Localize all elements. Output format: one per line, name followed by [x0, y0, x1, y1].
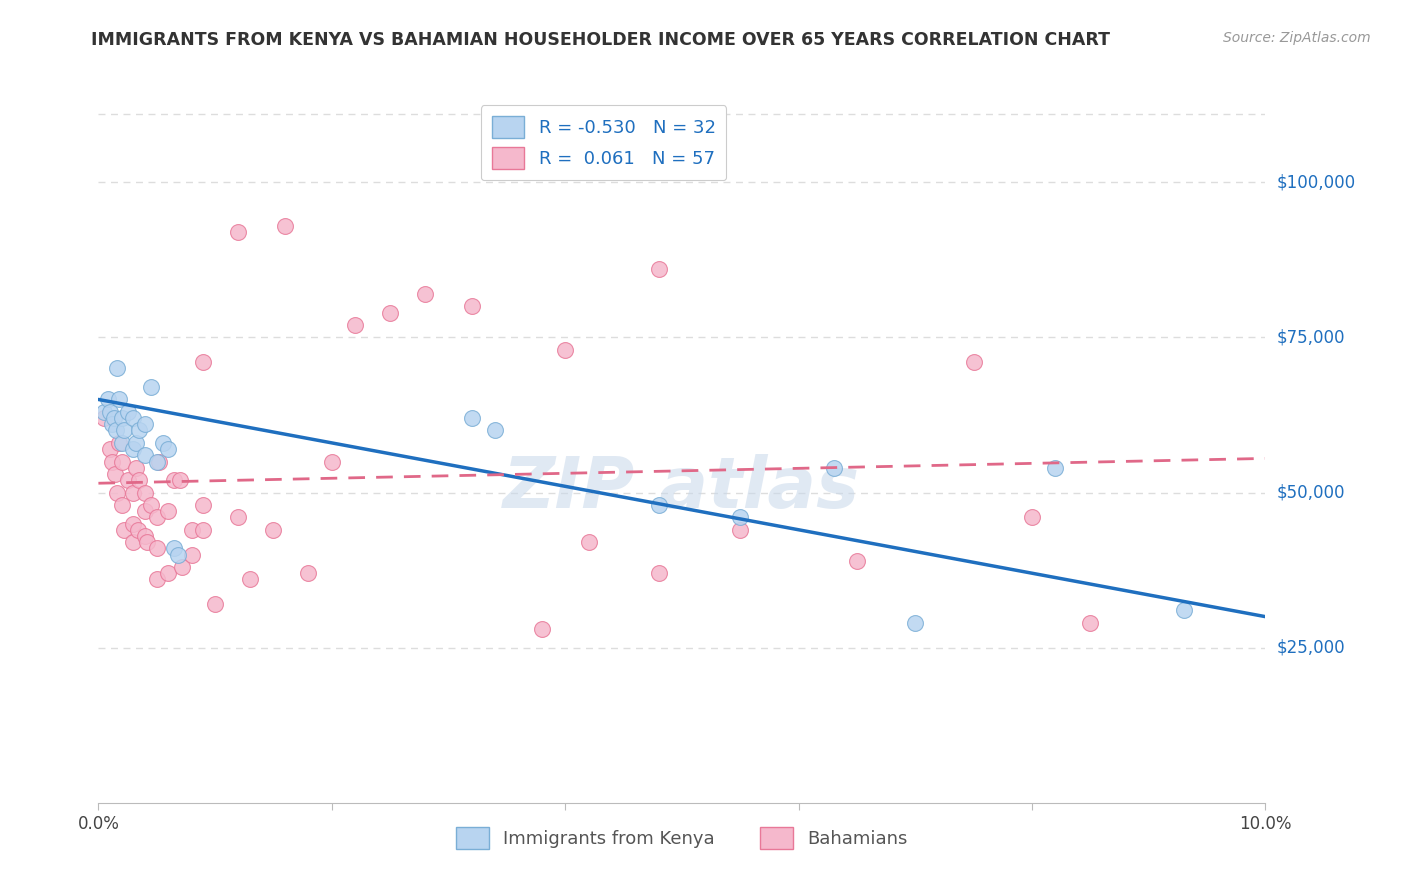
Point: [139, 498, 162, 512]
Point: [128, 473, 150, 487]
Point: [274, 219, 297, 233]
Point: [148, 454, 170, 468]
Point: [134, 485, 156, 500]
Point: [127, 523, 149, 537]
Point: [461, 411, 484, 425]
Point: [157, 566, 180, 581]
Point: [413, 287, 436, 301]
Point: [380, 305, 402, 319]
Point: [193, 523, 215, 537]
Point: [134, 448, 156, 462]
Point: [730, 510, 752, 524]
Point: [104, 467, 127, 481]
Point: [136, 535, 159, 549]
Point: [846, 554, 869, 568]
Point: [93, 411, 115, 425]
Text: Source: ZipAtlas.com: Source: ZipAtlas.com: [1223, 31, 1371, 45]
Point: [647, 262, 669, 277]
Point: [823, 460, 845, 475]
Point: [193, 498, 215, 512]
Text: $75,000: $75,000: [1277, 328, 1346, 346]
Point: [111, 498, 134, 512]
Point: [125, 460, 148, 475]
Point: [111, 436, 134, 450]
Point: [1173, 603, 1195, 617]
Point: [128, 424, 150, 438]
Point: [122, 535, 145, 549]
Point: [172, 560, 194, 574]
Point: [461, 299, 484, 313]
Point: [108, 392, 131, 407]
Point: [98, 442, 121, 456]
Point: [122, 411, 145, 425]
Point: [578, 535, 600, 549]
Point: [157, 504, 180, 518]
Point: [730, 523, 752, 537]
Point: [93, 405, 115, 419]
Point: [117, 473, 139, 487]
Text: ZIP atlas: ZIP atlas: [503, 454, 860, 524]
Point: [166, 548, 188, 562]
Point: [101, 417, 124, 432]
Point: [105, 485, 128, 500]
Point: [1021, 510, 1043, 524]
Point: [146, 454, 169, 468]
Point: [108, 436, 131, 450]
Point: [122, 485, 145, 500]
Point: [111, 411, 134, 425]
Point: [193, 355, 215, 369]
Point: [1080, 615, 1102, 630]
Point: [103, 411, 125, 425]
Point: [1045, 460, 1067, 475]
Point: [134, 417, 156, 432]
Text: $25,000: $25,000: [1277, 639, 1346, 657]
Point: [122, 442, 145, 456]
Point: [157, 442, 180, 456]
Legend: Immigrants from Kenya, Bahamians: Immigrants from Kenya, Bahamians: [447, 818, 917, 858]
Point: [112, 523, 135, 537]
Point: [152, 436, 174, 450]
Point: [146, 541, 169, 556]
Point: [647, 498, 669, 512]
Point: [344, 318, 367, 332]
Point: [117, 405, 139, 419]
Point: [647, 566, 669, 581]
Point: [122, 516, 145, 531]
Point: [97, 392, 120, 407]
Point: [484, 424, 506, 438]
Point: [104, 424, 127, 438]
Point: [146, 573, 169, 587]
Point: [169, 473, 191, 487]
Point: [228, 510, 250, 524]
Point: [321, 454, 343, 468]
Point: [98, 405, 121, 419]
Point: [101, 454, 124, 468]
Point: [530, 622, 553, 636]
Point: [180, 548, 202, 562]
Text: $100,000: $100,000: [1277, 173, 1355, 191]
Point: [262, 523, 284, 537]
Point: [180, 523, 202, 537]
Text: $50,000: $50,000: [1277, 483, 1346, 501]
Point: [163, 473, 186, 487]
Point: [239, 573, 262, 587]
Point: [139, 380, 162, 394]
Point: [125, 436, 148, 450]
Point: [297, 566, 319, 581]
Point: [146, 510, 169, 524]
Point: [204, 597, 226, 611]
Point: [105, 361, 128, 376]
Point: [228, 225, 250, 239]
Point: [134, 504, 156, 518]
Point: [112, 424, 135, 438]
Point: [134, 529, 156, 543]
Point: [962, 355, 984, 369]
Point: [111, 454, 134, 468]
Point: [163, 541, 186, 556]
Point: [904, 615, 927, 630]
Text: IMMIGRANTS FROM KENYA VS BAHAMIAN HOUSEHOLDER INCOME OVER 65 YEARS CORRELATION C: IMMIGRANTS FROM KENYA VS BAHAMIAN HOUSEH…: [91, 31, 1111, 49]
Point: [554, 343, 576, 357]
